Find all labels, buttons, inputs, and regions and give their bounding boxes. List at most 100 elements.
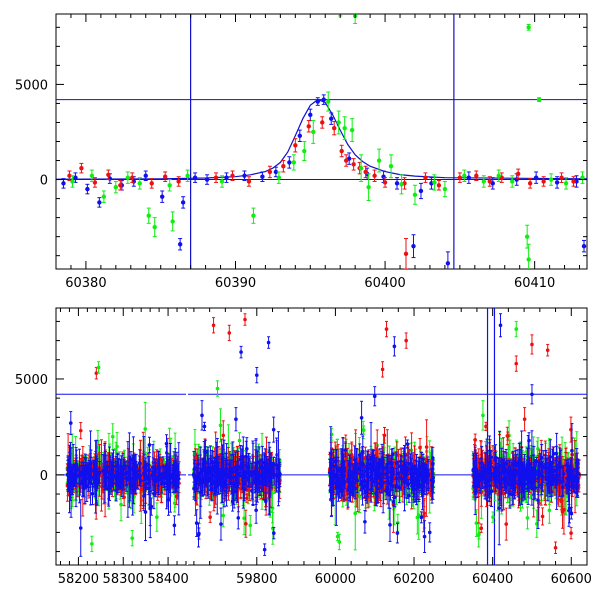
bottom-blue-point <box>164 441 169 446</box>
bottom-blue-point <box>111 468 115 473</box>
bottom-green-outlier-point <box>96 365 101 370</box>
top-green-point <box>291 160 297 165</box>
bottom-blue-point <box>78 481 82 486</box>
top-red-point <box>293 143 298 148</box>
top-red-point <box>79 165 84 171</box>
top-red-point <box>246 179 252 184</box>
top-red-point <box>67 173 72 178</box>
top-blue-point <box>192 175 198 180</box>
top-green-point <box>563 181 569 186</box>
top-red-point <box>541 179 546 184</box>
top-blue-point <box>85 186 90 192</box>
top-red-point <box>527 181 533 186</box>
top-green-point <box>349 127 355 133</box>
bottom-green-point <box>242 516 246 520</box>
top-green-point <box>358 165 364 171</box>
top-blue-point <box>418 188 424 194</box>
top-red-point <box>176 179 181 184</box>
bottom-green-point <box>119 502 123 507</box>
top-green-point <box>399 182 404 187</box>
top-red-point <box>162 174 168 179</box>
top-green-point <box>137 181 142 186</box>
bottom-blue-point <box>143 510 148 514</box>
top-green-point <box>185 173 190 178</box>
bottom-blue-point <box>171 480 175 485</box>
bottom-green-point <box>155 515 159 519</box>
bottom-blue-point <box>163 481 167 486</box>
top-green-point <box>388 164 394 169</box>
bottom-blue-point <box>69 479 74 484</box>
bottom-blue-point <box>89 475 94 480</box>
bottom-blue-point <box>124 471 128 476</box>
top-green-point <box>462 173 467 178</box>
top-green-point <box>89 173 95 178</box>
top-red-point <box>267 169 273 175</box>
top-green-point <box>536 97 542 102</box>
bottom-blue-point <box>147 443 152 447</box>
bottom-blue-point <box>86 476 91 481</box>
top-green-point <box>152 224 157 230</box>
top-y-tick-label: 5000 <box>15 78 48 93</box>
top-blue-point <box>411 243 416 249</box>
bottom-red-point <box>78 428 83 433</box>
bottom-data-layer-segment-2 <box>188 308 587 565</box>
bottom-panel: 58200 58300 58400 59800 60000 60200 60400 60600… <box>15 307 592 587</box>
bottom-blue-point <box>129 482 134 487</box>
top-blue-point <box>554 180 560 185</box>
top-green-point <box>526 25 531 30</box>
bottom-blue-point <box>137 461 142 465</box>
top-blue-point <box>321 97 326 102</box>
top-green-point <box>326 99 331 104</box>
top-green-point <box>170 219 175 224</box>
top-green-point <box>548 177 554 182</box>
top-green-point <box>432 180 437 185</box>
top-x-tick-label: 60410 <box>514 276 555 291</box>
top-blue-point <box>260 174 265 179</box>
top-red-point <box>559 175 564 180</box>
bottom-red-point <box>221 433 226 438</box>
top-blue-point <box>308 112 313 118</box>
bottom-blue-point <box>81 477 86 482</box>
top-red-point <box>339 148 344 154</box>
bottom-red-outlier-point <box>94 371 99 376</box>
bottom-blue-point <box>153 470 157 474</box>
top-green-point <box>496 173 501 178</box>
top-red-point <box>436 183 442 188</box>
top-green-point <box>101 194 107 199</box>
top-red-point <box>487 179 492 184</box>
bottom-green-point <box>172 501 177 505</box>
bottom-green-point <box>248 523 253 528</box>
bottom-blue-point <box>78 526 83 530</box>
bottom-green-point <box>218 423 223 428</box>
top-red-point <box>571 179 576 184</box>
top-green-point <box>366 184 371 190</box>
top-green-point <box>442 186 448 192</box>
top-red-point <box>230 173 235 178</box>
top-blue-point <box>97 200 102 205</box>
top-data-layer <box>56 14 587 269</box>
top-blue-point <box>61 181 66 186</box>
top-blue-point <box>581 243 587 249</box>
top-green-point <box>276 175 282 180</box>
top-green-point <box>251 213 256 218</box>
top-red-point <box>515 171 521 177</box>
bottom-blue-point <box>150 473 154 477</box>
top-red-point <box>363 169 368 175</box>
top-red-point <box>320 120 325 125</box>
bottom-blue-point <box>85 484 89 488</box>
top-red-point <box>403 251 409 256</box>
top-green-point <box>412 192 418 197</box>
top-blue-point <box>224 175 229 180</box>
top-red-point <box>118 183 123 188</box>
top-green-point <box>167 183 172 188</box>
bottom-green-point <box>110 434 115 439</box>
bottom-blue-point <box>108 470 113 475</box>
bottom-blue-point <box>146 477 151 482</box>
top-red-point <box>372 173 377 178</box>
bottom-blue-outlier-point <box>68 421 73 425</box>
top-green-point <box>580 175 585 180</box>
bottom-green-point <box>221 513 226 518</box>
top-blue-point <box>273 169 279 175</box>
top-blue-point <box>242 173 247 178</box>
